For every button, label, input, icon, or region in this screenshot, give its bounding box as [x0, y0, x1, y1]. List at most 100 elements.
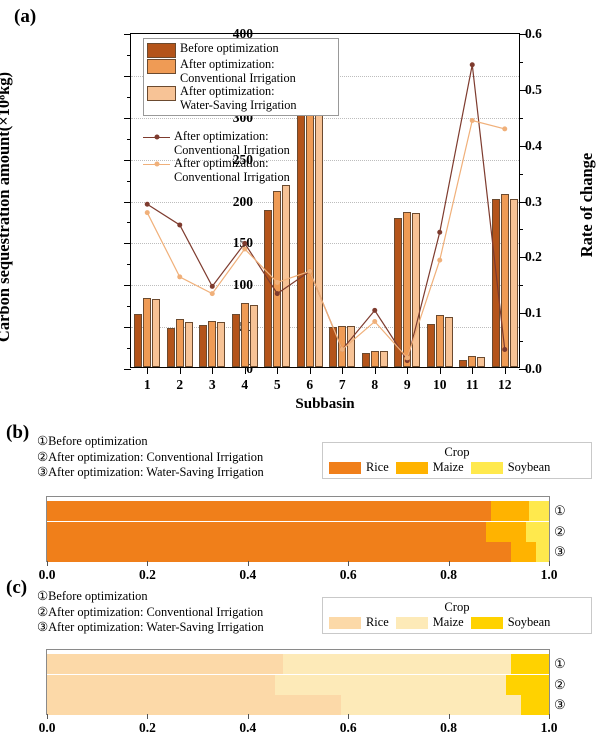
row-tag: ① — [554, 656, 566, 671]
panel-a-x-axis-title: Subbasin — [295, 396, 355, 412]
legend-swatch-icon — [329, 461, 361, 474]
y-tick — [124, 327, 131, 329]
stacked-bar-row: ② — [47, 521, 566, 542]
x-tick — [439, 367, 441, 374]
y2-tick-label: 0.3 — [525, 193, 542, 209]
stacked-bar-segment — [47, 501, 492, 521]
panel-a-label: (a) — [14, 6, 37, 27]
legend-item-label: After optimization: Water-Saving Irrigati… — [180, 84, 297, 112]
gridline — [131, 285, 519, 287]
legend-item-label: Maize — [432, 460, 464, 474]
bar — [231, 314, 240, 367]
y-tick-label: 400 — [232, 26, 253, 41]
legend-item[interactable]: Rice — [329, 615, 389, 630]
bar — [184, 321, 193, 367]
y2-tick-label: 0.0 — [525, 361, 542, 376]
stacked-bar-segment — [506, 674, 549, 695]
stacked-bar-row: ① — [47, 501, 566, 521]
legend-swatch-icon — [147, 43, 176, 58]
y2-tick-label: 0.6 — [525, 26, 542, 41]
stacked-bar-row: ③ — [47, 695, 566, 715]
caption-line: ①Before optimization — [37, 434, 148, 448]
bar — [426, 324, 435, 367]
y2-minor-tick — [519, 229, 523, 231]
row-tag: ① — [554, 503, 566, 518]
x-tick — [448, 561, 450, 566]
panel-a-line-series — [144, 62, 508, 364]
panel-a-y2-axis-title: Rate of change — [577, 152, 596, 258]
gridline — [131, 117, 519, 119]
x-tick — [348, 561, 350, 566]
x-tick-label: 0.6 — [339, 567, 357, 582]
x-tick-label: 8 — [371, 377, 379, 392]
x-tick — [342, 367, 344, 374]
legend-item[interactable]: After optimization: Conventional Irrigati… — [143, 129, 343, 157]
stacked-bar-row: ② — [47, 674, 566, 695]
legend-item[interactable]: Rice — [329, 460, 389, 475]
legend-item-label: After optimization: Conventional Irrigati… — [180, 57, 296, 85]
stacked-bar-segment — [47, 521, 487, 542]
y-minor-tick — [127, 348, 131, 350]
legend-item-label: Soybean — [507, 615, 551, 629]
bar — [175, 319, 184, 367]
legend-line-icon — [143, 131, 170, 144]
bar — [500, 194, 509, 367]
legend-item[interactable]: After optimization: Conventional Irrigati… — [147, 57, 334, 85]
x-tick — [179, 367, 181, 374]
panel-a-line-legend: After optimization: Conventional Irrigati… — [143, 129, 343, 184]
stacked-bar-segment — [340, 695, 522, 715]
bar — [459, 360, 468, 367]
legend-item[interactable]: After optimization: Conventional Irrigati… — [143, 156, 343, 184]
x-tick-label: 0.0 — [38, 567, 56, 582]
panel-b-crop-legend: Crop Rice Maize Soybean — [322, 442, 592, 479]
panel-a: (a) Carbon sequestration amount(×10⁸kg) … — [0, 6, 596, 412]
legend-item[interactable]: Before optimization — [147, 41, 334, 58]
gridline — [131, 327, 519, 329]
bar — [347, 325, 356, 367]
stacked-bar-segment — [282, 654, 512, 674]
y-minor-tick — [127, 54, 131, 56]
y-tick — [124, 243, 131, 245]
x-tick-label: 10 — [433, 377, 447, 392]
panel-c: (c) ①Before optimization ②After optimizat… — [0, 575, 600, 735]
x-tick-label: 2 — [176, 377, 184, 392]
y2-tick — [519, 89, 526, 91]
legend-item[interactable]: Soybean — [470, 460, 550, 475]
y2-minor-tick — [519, 117, 523, 119]
stacked-bar-segment — [47, 674, 276, 695]
y2-tick — [519, 201, 526, 203]
y-tick — [124, 117, 131, 119]
bar — [166, 327, 175, 367]
x-tick-label: 9 — [403, 377, 411, 392]
x-tick — [147, 561, 149, 566]
stacked-bar-segment — [528, 501, 549, 521]
y2-tick — [519, 145, 526, 147]
y-minor-tick — [127, 306, 131, 308]
y-tick — [124, 34, 131, 35]
y2-minor-tick — [519, 341, 523, 343]
legend-item[interactable]: Maize — [395, 615, 464, 630]
stacked-bar-segment — [511, 542, 537, 562]
panel-b: (b) ①Before optimization ②After optimizat… — [0, 420, 600, 582]
x-tick — [309, 367, 311, 374]
legend-item[interactable]: Maize — [395, 460, 464, 475]
y2-tick — [519, 313, 526, 315]
legend-item[interactable]: Soybean — [470, 615, 551, 630]
legend-item-label: Maize — [432, 615, 464, 629]
x-tick — [374, 367, 376, 374]
legend-item-label: After optimization: Conventional Irrigati… — [174, 129, 290, 157]
y2-tick-label: 0.4 — [525, 137, 542, 153]
x-tick-label: 0.2 — [138, 720, 156, 735]
x-tick-label: 3 — [208, 377, 216, 392]
legend-item[interactable]: After optimization: Water-Saving Irrigati… — [147, 84, 334, 112]
y-minor-tick — [127, 222, 131, 224]
y2-tick-label: 0.5 — [525, 81, 542, 97]
x-tick — [277, 367, 279, 374]
bar — [491, 198, 500, 367]
x-tick — [549, 561, 550, 566]
x-tick — [504, 367, 506, 374]
gridline — [131, 159, 519, 161]
x-tick — [407, 367, 409, 374]
bar — [282, 185, 291, 367]
x-tick — [47, 561, 48, 566]
